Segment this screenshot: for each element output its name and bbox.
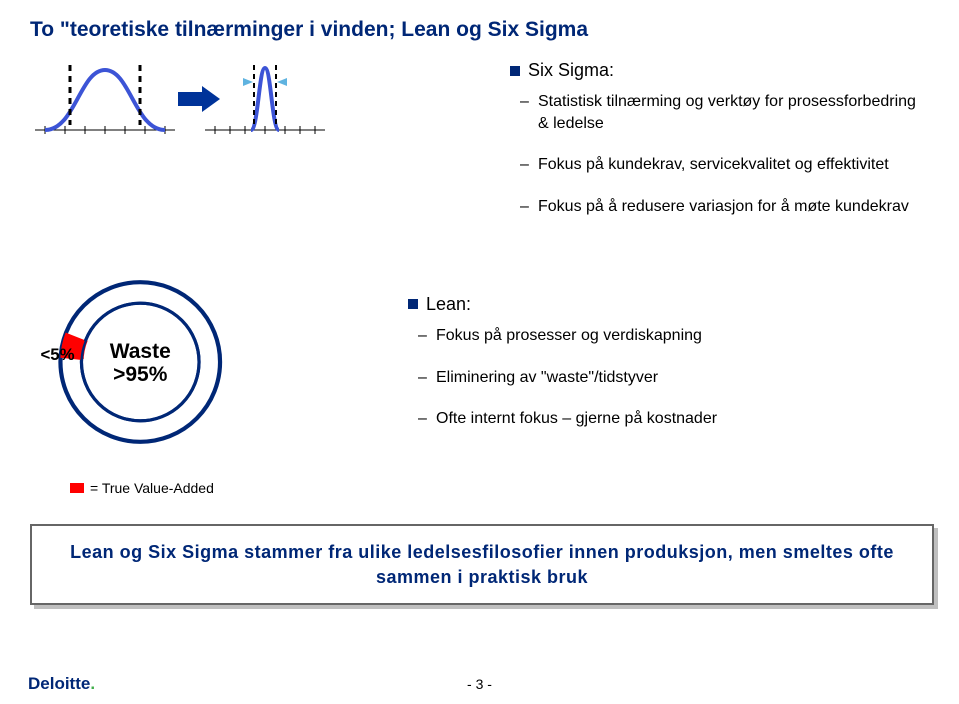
list-item: Fokus på prosesser og verdiskapning xyxy=(436,325,929,347)
page-number: - 3 - xyxy=(0,676,959,692)
conclusion-box: Lean og Six Sigma stammer fra ulike lede… xyxy=(30,524,934,605)
slice-label: <5% xyxy=(41,345,75,364)
six-sigma-heading-text: Six Sigma: xyxy=(528,60,614,81)
waste-donut-chart: <5% Waste >95% = True Value-Added xyxy=(30,267,240,496)
page-title: To "teoretiske tilnærminger i vinden; Le… xyxy=(30,18,929,42)
lean-list: Fokus på prosesser og verdiskapning Elim… xyxy=(408,325,929,430)
legend: = True Value-Added xyxy=(70,480,240,496)
bullet-icon xyxy=(408,299,418,309)
lean-heading-text: Lean: xyxy=(426,294,471,315)
six-sigma-list: Statistisk tilnærming og verktøy for pro… xyxy=(510,91,929,217)
list-item: Fokus på å redusere variasjon for å møte… xyxy=(538,196,929,218)
svg-text:>95%: >95% xyxy=(113,363,168,386)
legend-label: = True Value-Added xyxy=(90,480,214,496)
sigma-curve-diagram xyxy=(30,60,330,150)
list-item: Ofte internt fokus – gjerne på kostnader xyxy=(436,408,929,430)
list-item: Statistisk tilnærming og verktøy for pro… xyxy=(538,91,929,134)
six-sigma-heading: Six Sigma: xyxy=(510,60,929,81)
lean-heading: Lean: xyxy=(408,294,929,315)
svg-text:Waste: Waste xyxy=(110,340,171,363)
list-item: Fokus på kundekrav, servicekvalitet og e… xyxy=(538,154,929,176)
legend-swatch-icon xyxy=(70,483,84,493)
bullet-icon xyxy=(510,66,520,76)
list-item: Eliminering av "waste"/tidstyver xyxy=(436,367,929,389)
